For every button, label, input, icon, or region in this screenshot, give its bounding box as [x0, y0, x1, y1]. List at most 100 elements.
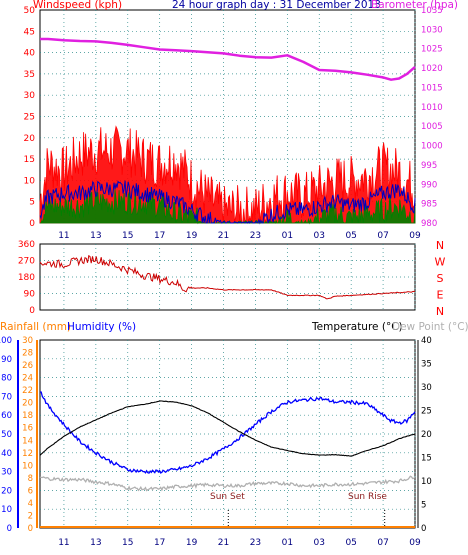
barometer-tick-label: 1035: [421, 6, 443, 16]
direction-tick-label: 180: [18, 273, 35, 283]
series-layer: [39, 37, 416, 528]
humidity-tick-label: 100: [0, 336, 12, 346]
x-tick-label: 11: [58, 231, 69, 241]
humidity-tick-label: 80: [1, 374, 12, 384]
x-tick-label-bottom: 23: [250, 538, 261, 548]
barometer-series: [40, 37, 416, 81]
windspeed-axis-label: Windspeed (kph): [33, 0, 122, 11]
wind-tick-label: 20: [24, 134, 36, 144]
rainfall-axis-label: Rainfall (mm): [0, 321, 71, 333]
humidity-tick-label: 60: [1, 411, 12, 421]
x-tick-label: 17: [154, 231, 165, 241]
x-tick-label: 13: [90, 231, 101, 241]
barometer-tick-label: 1000: [421, 142, 443, 152]
rain-tick-label: 10: [22, 461, 33, 471]
rain-tick-label: 20: [22, 399, 33, 409]
humidity-series: [39, 391, 416, 474]
wind-tick-label: 15: [24, 155, 35, 165]
rain-tick-label: 6: [28, 486, 33, 496]
humidity-tick-label: 50: [1, 430, 12, 440]
rain-tick-label: 18: [22, 411, 33, 421]
wind-tick-label: 30: [24, 91, 36, 101]
temperature-tick-label: 25: [421, 407, 432, 417]
temperature-tick-label: 35: [421, 360, 432, 370]
barometer-tick-label: 1015: [421, 83, 443, 93]
x-tick-label-bottom: 21: [218, 538, 229, 548]
average-wind-series: [40, 188, 416, 225]
direction-tick-label: 360: [18, 240, 35, 250]
rain-tick-label: 24: [22, 374, 33, 384]
gust-series: [39, 125, 416, 224]
wind-tick-label: 25: [24, 113, 35, 123]
compass-letter: N: [436, 239, 444, 252]
x-tick-label: 19: [186, 231, 198, 241]
temperature-tick-label: 20: [421, 430, 432, 440]
chart-title: 24 hour graph day : 31 December 2013: [172, 0, 381, 11]
barometer-tick-label: 1010: [421, 103, 443, 113]
direction-tick-label: 270: [18, 257, 35, 267]
wind-tick-label: 5: [29, 198, 35, 208]
humidity-tick-label: 10: [1, 505, 12, 515]
x-tick-label: 23: [250, 231, 261, 241]
rain-tick-label: 2: [28, 511, 33, 521]
rain-tick-label: 0: [28, 524, 33, 534]
temperature-tick-label: 10: [421, 477, 432, 487]
temperature-tick-label: 15: [421, 454, 432, 464]
barometer-tick-label: 980: [421, 219, 437, 229]
wind-tick-label: 50: [24, 6, 36, 16]
sunrise-label: Sun Rise: [348, 492, 387, 502]
temperature-tick-label: 30: [421, 383, 432, 393]
temperature-tick-label: 0: [421, 524, 426, 534]
rain-tick-label: 26: [22, 361, 33, 371]
compass-letter: S: [437, 272, 444, 285]
x-tick-label: 03: [314, 231, 325, 241]
rain-tick-label: 16: [22, 424, 33, 434]
humidity-tick-label: 20: [1, 486, 12, 496]
barometer-tick-label: 1030: [421, 25, 443, 35]
x-tick-label-bottom: 01: [282, 538, 293, 548]
barometer-axis-label: Barometer (hpa): [371, 0, 458, 11]
barometer-tick-label: 1020: [421, 64, 443, 74]
compass-letter: W: [435, 256, 446, 269]
humidity-tick-label: 70: [1, 392, 12, 402]
x-tick-label: 07: [377, 231, 388, 241]
x-tick-label: 09: [409, 231, 421, 241]
barometer-tick-label: 1025: [421, 45, 443, 55]
direction-tick-label: 0: [29, 306, 35, 316]
x-tick-label: 15: [122, 231, 133, 241]
x-tick-label: 01: [282, 231, 293, 241]
rain-tick-label: 22: [22, 386, 33, 396]
x-tick-label-bottom: 17: [154, 538, 165, 548]
x-tick-label-bottom: 05: [345, 538, 356, 548]
temperature-tick-label: 5: [421, 501, 426, 511]
rain-tick-label: 4: [28, 499, 33, 509]
dewpoint-series: [39, 475, 416, 492]
wind-tick-label: 45: [24, 27, 35, 37]
dewpoint-axis-label: Dew Point (°C): [392, 321, 468, 333]
rain-tick-label: 14: [22, 436, 33, 446]
x-tick-label-bottom: 07: [377, 538, 388, 548]
x-tick-label: 21: [218, 231, 229, 241]
wind-tick-label: 40: [24, 49, 36, 59]
barometer-tick-label: 985: [421, 200, 437, 210]
x-tick-label-bottom: 13: [90, 538, 101, 548]
temperature-series: [39, 400, 416, 457]
x-tick-label-bottom: 03: [314, 538, 325, 548]
direction-tick-label: 90: [24, 290, 36, 300]
x-tick-label-bottom: 11: [58, 538, 69, 548]
wind-tick-label: 0: [29, 219, 35, 229]
temperature-axis-label: Temperature (°C): [311, 321, 403, 333]
rain-tick-label: 8: [28, 474, 33, 484]
wind-tick-label: 35: [24, 70, 35, 80]
rain-tick-label: 30: [22, 336, 33, 346]
humidity-tick-label: 40: [1, 449, 12, 459]
barometer-tick-label: 995: [421, 161, 437, 171]
rain-tick-label: 12: [22, 449, 33, 459]
x-tick-label-bottom: 09: [409, 538, 421, 548]
direction-series: [39, 254, 415, 300]
x-tick-label: 05: [345, 231, 356, 241]
wind-tick-label: 10: [24, 176, 36, 186]
tick-labels: 0510152025303540455098098599099510001005…: [0, 6, 446, 548]
x-tick-label-bottom: 15: [122, 538, 133, 548]
